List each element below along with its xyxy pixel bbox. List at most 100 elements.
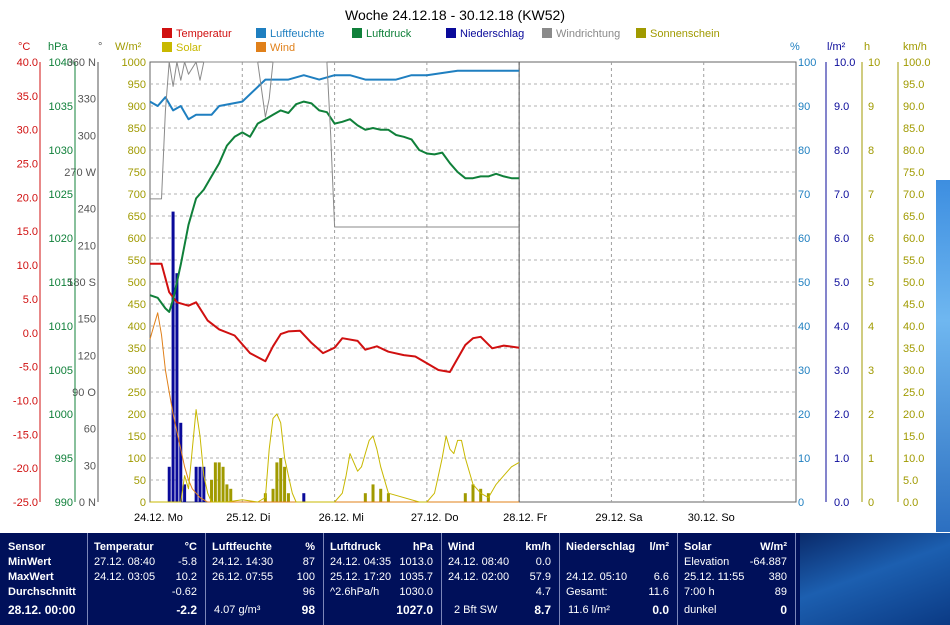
niederschlag-max-time: 24.12. 05:10 [566,571,628,583]
luftfeuchte-average: 96 [302,586,315,598]
legend-label: Luftfeuchte [270,28,324,40]
axis-tick-rain: 2.0 [834,409,849,421]
legend-swatch [162,42,172,52]
footer-col-luftfeuchte: Luftfeuchte% 24.12. 14:30 87 26.12. 07:55… [206,533,324,625]
luftdruck-min-value: 1013.0 [399,556,433,568]
axis-tick-solar: 800 [128,145,146,157]
bar-sonnenschein [479,488,483,502]
axis-tick-wind: 90.0 [903,101,924,113]
axis-tick-solar: 250 [128,387,146,399]
axis-tick-solar: 950 [128,79,146,91]
solar-state: dunkel [684,604,717,616]
axis-tick-rain: 9.0 [834,101,849,113]
series-line-windrichtung [150,61,520,228]
axis-tick-temp: 10.0 [17,260,38,272]
legend-swatch [446,28,456,38]
bar-sonnenschein [217,462,221,502]
luftdruck-max-value: 1035.7 [399,571,433,583]
bar-niederschlag [302,493,306,502]
axis-tick-wind: 70.0 [903,189,924,201]
axis-tick-winddir: 180 S [67,277,96,289]
axis-tick-rain: 3.0 [834,365,849,377]
x-axis-labels: 24.12. Mo 25.12. Di 26.12. Mi 27.12. Do 28.1… [134,512,735,524]
axis-tick-winddir: 360 N [67,57,96,69]
bar-sonnenschein [210,480,214,502]
legend-label: Luftdruck [366,28,412,40]
chart-axes: °C40.035.030.025.020.015.010.05.00.0-5.0… [13,41,931,509]
axis-tick-winddir: 240 [78,204,96,216]
axis-tick-humidity: 50 [798,277,810,289]
axis-tick-pressure: 1015 [49,277,73,289]
label-minwert: MinWert [8,556,52,568]
bar-niederschlag [183,484,187,502]
wind-title: Wind [448,541,475,553]
x-tick-label: 27.12. Do [411,512,459,524]
legend-swatch [162,28,172,38]
luftfeuchte-max-time: 26.12. 07:55 [212,571,274,583]
temperatur-min-time: 27.12. 08:40 [94,556,156,568]
bar-sonnenschein [283,466,287,502]
axis-tick-humidity: 80 [798,145,810,157]
axis-tick-rain: 10.0 [834,57,855,69]
label-maxwert: MaxWert [8,571,54,583]
axis-tick-rain: 0.0 [834,497,849,509]
niederschlag-max-value: 6.6 [653,571,669,583]
axis-tick-humidity: 70 [798,189,810,201]
axis-tick-wind: 10.0 [903,453,924,465]
luftdruck-title: Luftdruck [330,541,381,553]
axis-tick-wind: 15.0 [903,431,924,443]
footer-col-temperatur: Temperatur °C 27.12. 08:40 -5.8 24.12. 03:… [88,533,206,625]
axis-tick-solar: 550 [128,255,146,267]
axis-tick-winddir: 330 [78,94,96,106]
solar-max-value: 380 [768,571,787,583]
temperatur-min-value: -5.8 [178,556,197,568]
axis-tick-sun: 2 [868,409,874,421]
niederschlag-gesamt-value: 11.6 [648,586,669,598]
temperatur-max-value: 10.2 [175,571,197,583]
axis-tick-winddir: 90 O [72,387,96,399]
bar-niederschlag [171,211,175,502]
bar-sonnenschein [371,484,375,502]
label-current-time: 28.12. 00:00 [8,603,76,617]
axis-tick-sun: 8 [868,145,874,157]
axis-tick-wind: 65.0 [903,211,924,223]
axis-tick-temp: 0.0 [23,328,38,340]
axis-tick-solar: 650 [128,211,146,223]
wind-average: 4.7 [535,586,551,598]
weather-chart: Woche 24.12.18 - 30.12.18 (KW52) Tempera… [13,7,931,524]
axis-tick-wind: 85.0 [903,123,924,135]
solar-max-time: 25.12. 11:55 [684,571,745,583]
axis-tick-humidity: 60 [798,233,810,245]
axis-tick-sun: 9 [868,101,874,113]
axis-tick-wind: 45.0 [903,299,924,311]
legend-swatch [256,42,266,52]
bar-niederschlag [202,466,206,502]
bar-sonnenschein [463,493,467,502]
axis-tick-sun: 10 [868,57,880,69]
luftdruck-max-time: 25.12. 17:20 [330,571,392,583]
axis-tick-wind: 30.0 [903,365,924,377]
axis-tick-humidity: 20 [798,409,810,421]
label-durchschnitt: Durchschnitt [8,586,76,598]
axis-unit-sun: h [864,41,870,53]
bar-sonnenschein [229,488,233,502]
axis-tick-solar: 300 [128,365,146,377]
luftfeuchte-min-value: 87 [302,556,315,568]
wind-unit: km/h [525,541,551,553]
footer-col-solar: Solar W/m² Elevation -64.887 25.12. 11:55 3… [678,533,796,625]
axis-tick-sun: 6 [868,233,874,245]
bar-sonnenschein [286,493,290,502]
bar-sonnenschein [279,458,283,502]
solar-sunshine-value: 89 [774,586,787,598]
axis-tick-temp: 30.0 [17,125,38,137]
solar-elevation-label: Elevation [684,556,730,568]
axis-tick-wind: 80.0 [903,145,924,157]
axis-tick-solar: 350 [128,343,146,355]
axis-tick-pressure: 1030 [49,145,73,157]
axis-tick-winddir: 300 [78,130,96,142]
footer-col-luftdruck: Luftdruck hPa 24.12. 04:35 1013.0 25.12. 1… [324,533,442,625]
axis-tick-rain: 6.0 [834,233,849,245]
legend-label: Niederschlag [460,28,524,40]
axis-tick-wind: 5.0 [903,475,918,487]
axis-tick-sun: 3 [868,365,874,377]
